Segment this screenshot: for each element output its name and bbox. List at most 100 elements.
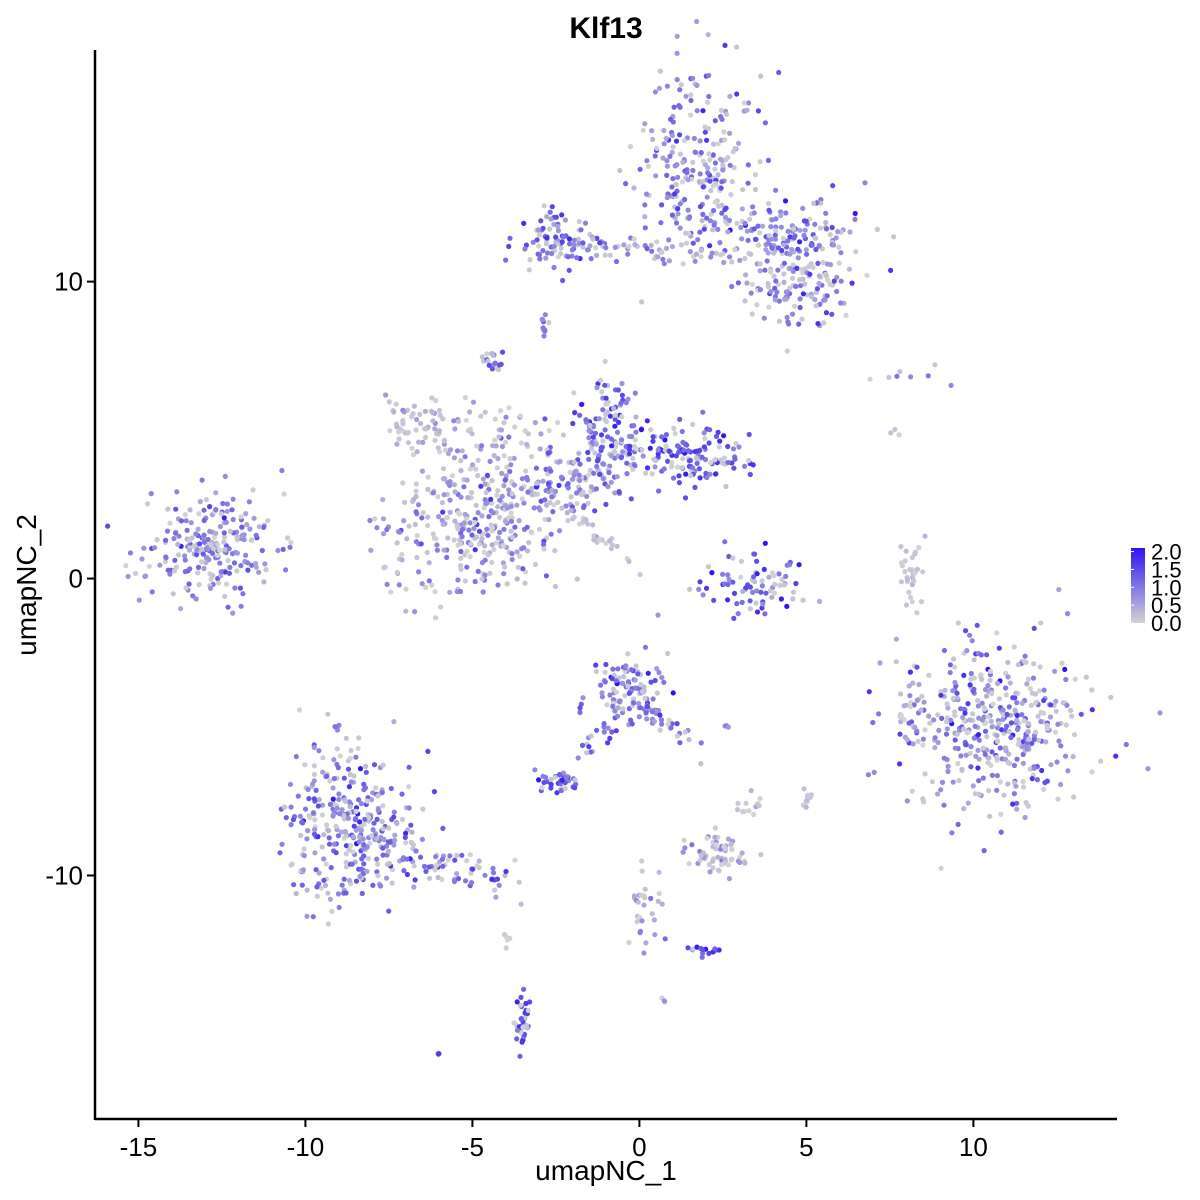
cell-point (938, 865, 944, 871)
cell-point (736, 140, 742, 146)
cell-point (908, 374, 914, 380)
cell-point (677, 151, 684, 157)
cell-point (582, 220, 589, 226)
cell-point (1047, 714, 1054, 720)
cell-point (967, 682, 973, 688)
cell-point (814, 286, 821, 292)
cell-point (613, 689, 620, 695)
cell-point (699, 454, 705, 460)
cell-point (375, 793, 381, 799)
cell-point (586, 435, 592, 441)
cell-point (436, 1051, 442, 1057)
cell-point (673, 181, 679, 187)
cell-point (577, 461, 583, 467)
cell-point (462, 395, 468, 401)
cell-point (663, 443, 669, 449)
cell-point (304, 887, 310, 893)
cell-point (815, 260, 821, 266)
cell-point (603, 540, 609, 547)
cell-point (941, 802, 947, 808)
cell-point (719, 179, 725, 185)
cell-point (615, 713, 621, 719)
cell-point (342, 798, 348, 804)
cell-point (652, 89, 659, 95)
cell-point (670, 690, 676, 696)
cell-point (479, 536, 485, 542)
cell-point (1020, 751, 1026, 758)
cell-point (518, 1016, 525, 1022)
cell-point (700, 592, 706, 598)
cell-point (694, 18, 700, 25)
cell-point (772, 297, 778, 303)
cell-point (680, 159, 686, 165)
cell-point (593, 441, 599, 447)
cell-point (363, 763, 369, 770)
cell-point (458, 566, 464, 573)
cell-point (697, 475, 703, 481)
cell-point (797, 227, 803, 233)
cell-point (1003, 745, 1009, 751)
cell-point (1078, 711, 1084, 717)
x-tick-label: 0 (632, 1132, 646, 1162)
cell-point (1035, 737, 1042, 743)
cell-point (686, 215, 692, 221)
cell-point (329, 908, 335, 914)
cell-point (555, 419, 561, 426)
cell-point (918, 599, 925, 605)
cell-point (509, 534, 515, 540)
cell-point (769, 217, 775, 223)
cell-point (305, 828, 311, 834)
cell-point (668, 725, 674, 731)
cell-point (921, 699, 927, 705)
cell-point (775, 267, 781, 273)
cell-point (970, 783, 976, 789)
cell-point (936, 727, 942, 734)
cell-point (311, 744, 317, 751)
cell-point (188, 520, 194, 526)
cell-point (958, 753, 964, 759)
cell-point (336, 791, 342, 797)
cell-point (623, 400, 629, 406)
cell-point (530, 239, 536, 245)
cell-point (980, 745, 986, 751)
cell-point (232, 585, 238, 591)
cell-point (221, 539, 227, 545)
cell-point (725, 724, 731, 730)
cell-point (396, 436, 402, 442)
cell-point (613, 440, 620, 446)
cell-point (793, 580, 799, 587)
cell-point (458, 548, 464, 555)
cell-point (906, 589, 912, 595)
cell-point (504, 581, 510, 587)
cell-point (639, 688, 646, 695)
cell-point (871, 769, 877, 776)
cell-point (389, 880, 395, 886)
cell-point (745, 237, 751, 243)
cell-point (313, 787, 319, 794)
cell-point (602, 427, 608, 433)
cell-point (171, 535, 177, 542)
cell-point (517, 413, 524, 419)
cell-point (524, 548, 531, 554)
cell-point (1034, 777, 1040, 783)
cell-point (461, 484, 467, 490)
cell-point (483, 490, 489, 496)
cell-point (935, 712, 941, 718)
cell-point (201, 565, 207, 572)
x-tick-label: 5 (799, 1132, 813, 1162)
cell-point (607, 692, 613, 698)
cell-point (609, 542, 615, 548)
cell-point (641, 902, 647, 908)
cell-point (415, 502, 422, 508)
cell-point (105, 523, 111, 529)
cell-point (594, 458, 601, 464)
cell-point (821, 320, 827, 326)
cell-point (358, 827, 364, 834)
cell-point (664, 194, 671, 201)
cell-point (963, 752, 969, 758)
cell-point (369, 797, 375, 803)
cell-point (145, 501, 151, 507)
cell-point (503, 945, 509, 951)
cell-point (644, 703, 651, 710)
cell-point (902, 558, 908, 564)
